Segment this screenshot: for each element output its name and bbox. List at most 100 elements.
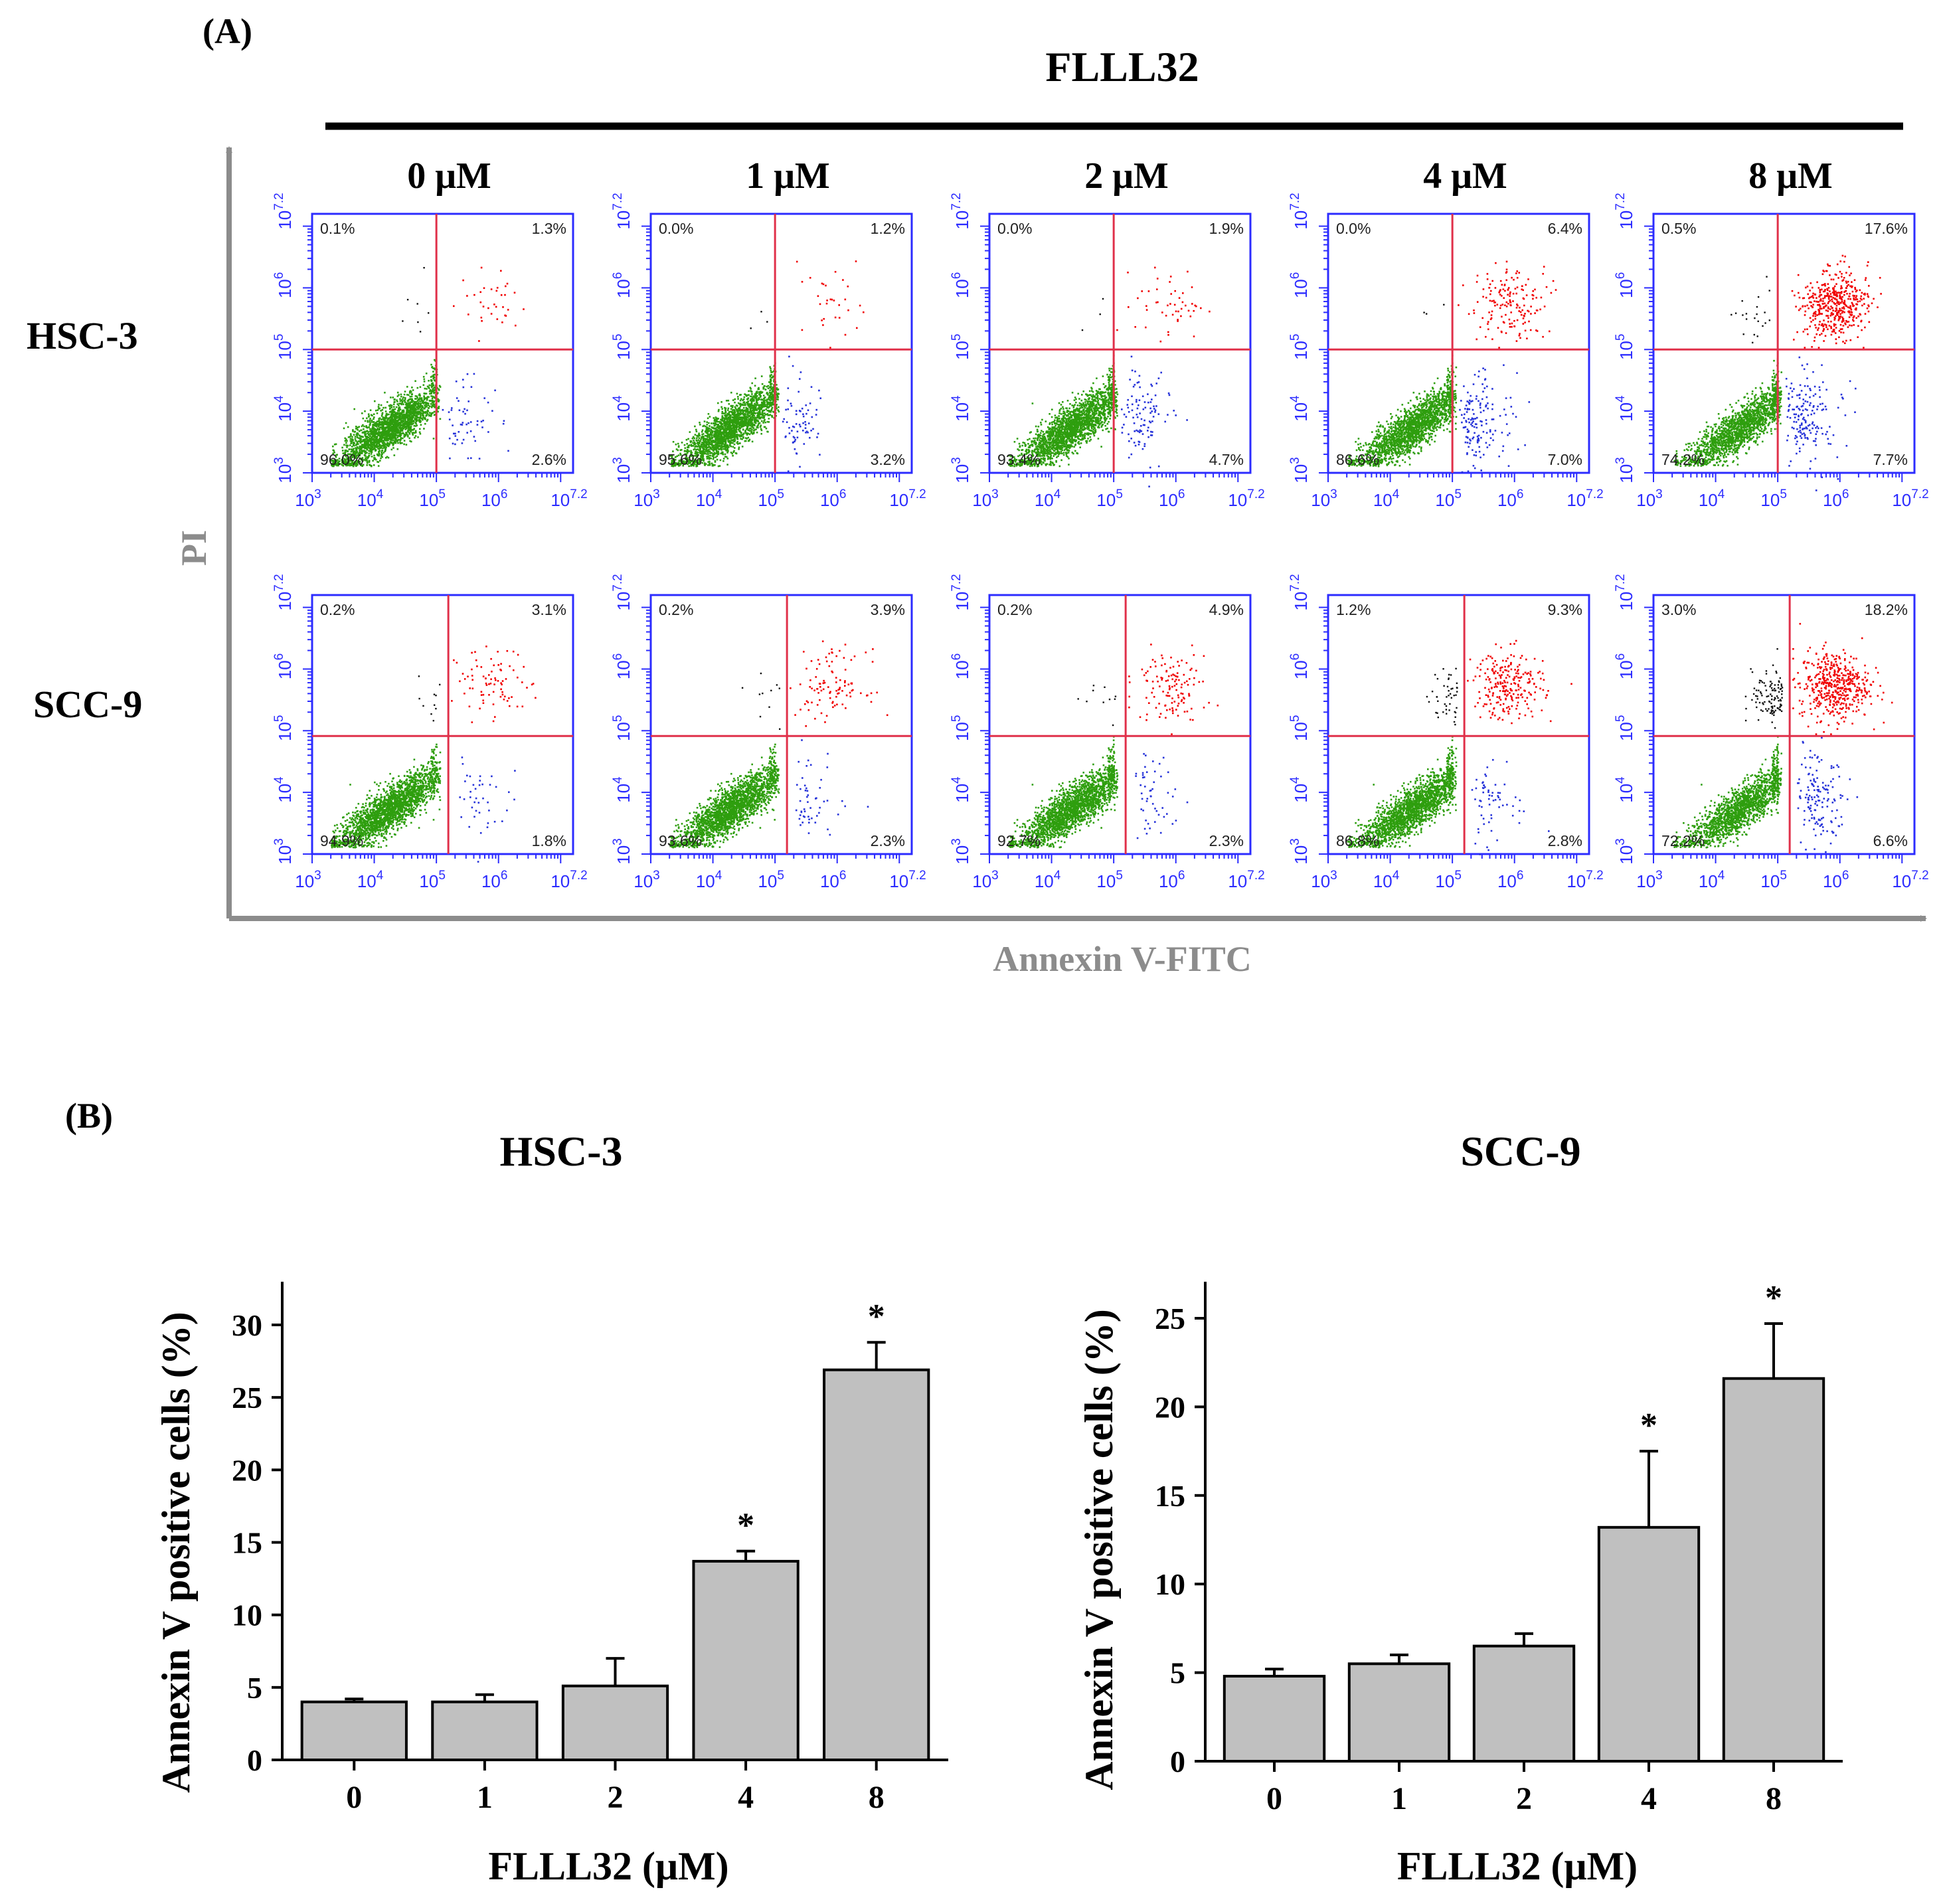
x-tick-label: 107.2	[1892, 487, 1928, 510]
x-tick-label: 104	[1373, 487, 1400, 510]
quadrant-upper-left: 0.1%	[320, 220, 355, 237]
scatter-dots	[1008, 644, 1219, 849]
late-apoptotic-cells	[1458, 260, 1557, 349]
x-tick-label: 106	[1159, 869, 1185, 891]
flow-plot: 0.5% 17.6%74.2% 7.7%1031031041041051051061…	[1614, 193, 1929, 510]
necrotic-cells	[1081, 298, 1104, 331]
row-label: HSC-3	[27, 314, 138, 357]
early-apoptotic-cells	[1459, 364, 1531, 474]
bar-chart-hsc3: HSC-3 0 5 10 15 20 25 30 0 1 2 4 * 8 * FLLL32 (μM) Annex…	[154, 1128, 948, 1888]
concentration-header: 8 μM	[1748, 155, 1833, 197]
y-tick-label: 104	[611, 395, 634, 422]
concentration-header: 2 μM	[1084, 155, 1169, 197]
y-tick-label: 103	[950, 457, 972, 483]
early-apoptotic-cells	[459, 756, 516, 863]
y-tick-label: 107.2	[272, 574, 295, 610]
y-tick-label: 103	[611, 457, 634, 483]
y-tick-label: 103	[1614, 838, 1636, 865]
y-tick-label: 105	[611, 334, 634, 361]
y-tick-label: 103	[272, 838, 295, 865]
y-tick-label: 20	[1155, 1390, 1185, 1424]
x-tick-label: 107.2	[889, 869, 926, 891]
quadrant-lower-right: 7.0%	[1548, 451, 1582, 468]
significance-marker: *	[737, 1507, 754, 1545]
plot-frame	[311, 594, 574, 855]
log-ticks	[303, 606, 562, 863]
early-apoptotic-cells	[442, 373, 509, 460]
quadrant-upper-left: 3.0%	[1661, 601, 1696, 618]
quadrant-upper-left: 1.2%	[1336, 601, 1371, 618]
scatter-dots	[669, 640, 888, 849]
y-tick-label: 103	[1614, 457, 1636, 483]
quadrant-lower-right: 2.3%	[871, 832, 905, 849]
plot-frame	[1652, 594, 1916, 855]
x-tick-label: 2	[1516, 1781, 1532, 1816]
bar	[561, 1684, 669, 1761]
flow-plots: 0.1% 1.3%96.0% 2.6%10310310410410510510610…	[272, 193, 1929, 891]
bar	[692, 1559, 800, 1761]
log-ticks	[980, 606, 1239, 863]
late-apoptotic-cells	[451, 646, 537, 723]
y-tick-label: 106	[611, 653, 634, 680]
y-tick-label: 107.2	[272, 193, 295, 229]
x-tick-label: 104	[357, 869, 384, 891]
x-tick-label: 8	[1766, 1781, 1782, 1816]
plot-frame	[1327, 594, 1590, 855]
x-tick-label: 105	[419, 487, 446, 510]
bar-chart-scc9: SCC-9 0 5 10 15 20 25 0 1 2 4 * 8 * FLLL32 (μM) Annexin…	[1077, 1128, 1843, 1888]
y-tick-label: 0	[247, 1743, 262, 1777]
plot-frame	[1652, 213, 1916, 474]
quadrant-upper-left: 0.2%	[997, 601, 1032, 618]
quadrant-upper-right: 17.6%	[1865, 220, 1908, 237]
live-cells	[1347, 736, 1458, 849]
y-tick-label: 103	[272, 457, 295, 483]
bar	[1472, 1644, 1576, 1763]
significance-marker: *	[868, 1298, 885, 1336]
x-tick-label: 8	[869, 1780, 885, 1815]
live-cells	[1008, 355, 1119, 468]
x-tick-label: 105	[1760, 869, 1787, 891]
x-tick-label: 105	[758, 487, 784, 510]
y-tick-label: 107.2	[1614, 193, 1636, 229]
y-tick-label: 10	[1155, 1567, 1185, 1601]
early-apoptotic-cells	[782, 355, 821, 472]
live-cells	[1673, 358, 1782, 468]
x-tick-label: 107.2	[550, 869, 587, 891]
treatment-title: FLLL32	[1045, 43, 1199, 90]
necrotic-cells	[1423, 303, 1445, 315]
log-ticks	[641, 225, 900, 482]
quadrant-upper-right: 3.9%	[871, 601, 905, 618]
y-tick-label: 103	[1288, 838, 1311, 865]
quadrant-upper-left: 0.0%	[1336, 220, 1371, 237]
y-tick-label: 30	[232, 1308, 262, 1342]
quadrant-lower-right: 4.7%	[1209, 451, 1244, 468]
y-tick-label: 106	[950, 653, 972, 680]
scatter-dots	[1008, 266, 1211, 487]
x-tick-label: 2	[608, 1780, 624, 1815]
scatter-dots	[331, 266, 525, 468]
y-axis-label: Annexin V positive cells (%)	[154, 1312, 198, 1792]
panel-b-label: (B)	[65, 1096, 113, 1136]
live-cells	[1672, 736, 1782, 849]
panel-a-label: (A)	[203, 11, 252, 51]
y-tick-label: 10	[232, 1599, 262, 1632]
bar-chart-title: HSC-3	[500, 1128, 623, 1175]
y-tick-label: 104	[950, 776, 972, 803]
quadrant-lower-left: 86.8%	[1336, 832, 1379, 849]
y-tick-label: 15	[1155, 1479, 1185, 1513]
late-apoptotic-cells	[1792, 623, 1893, 735]
quadrant-lower-left: 92.7%	[997, 832, 1041, 849]
plot-frame	[988, 594, 1252, 855]
quadrant-lower-right: 6.6%	[1873, 832, 1908, 849]
x-axis-label: FLLL32 (μM)	[1397, 1844, 1638, 1888]
plot-frame	[649, 213, 913, 474]
x-tick-label: 106	[820, 487, 847, 510]
plot-frame	[988, 213, 1252, 474]
quadrant-lower-left: 93.4%	[997, 451, 1041, 468]
y-tick-label: 106	[611, 272, 634, 299]
